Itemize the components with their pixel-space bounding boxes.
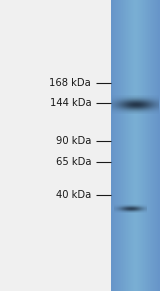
Text: 65 kDa: 65 kDa — [56, 157, 91, 166]
Text: 40 kDa: 40 kDa — [56, 190, 91, 200]
Text: 144 kDa: 144 kDa — [50, 98, 91, 108]
Text: 90 kDa: 90 kDa — [56, 136, 91, 146]
Text: 168 kDa: 168 kDa — [49, 78, 91, 88]
